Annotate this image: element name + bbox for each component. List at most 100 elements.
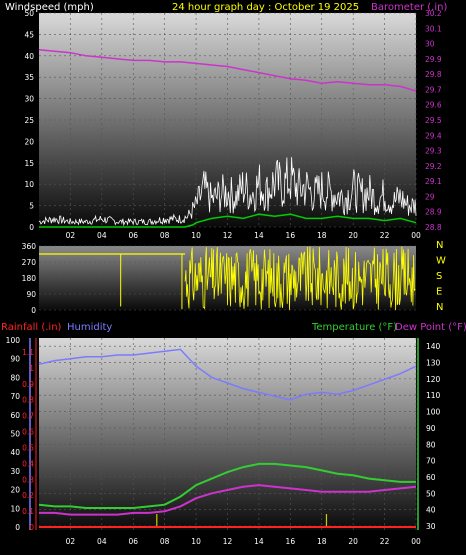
x-tick-label: 16 (286, 231, 296, 240)
rain-tick-label: 0.1 (22, 507, 34, 516)
baro-tick-label: 29.3 (425, 147, 442, 156)
baro-tick-label: 28.9 (425, 208, 442, 217)
wind-x-axis: 02 04 06 08 10 12 14 16 18 20 22 00 (66, 231, 421, 240)
temperature-series (38, 462, 416, 509)
wind-average-series (39, 213, 417, 228)
dewpoint-series (39, 484, 417, 516)
rain-tick-label: 0.8 (22, 396, 34, 405)
humidity-tick-label: 20 (10, 486, 20, 495)
temperature-tick-label: 60 (426, 473, 436, 482)
temperature-tick-label: 40 (426, 506, 436, 515)
temperature-tick-label: 130 (426, 359, 441, 368)
rain-tick-label: 0.2 (22, 491, 34, 500)
x-tick-label: 20 (348, 231, 358, 240)
wind-y-axis: 0 5 10 15 20 25 30 35 40 45 50 (24, 9, 34, 232)
humidity-y-axis: 0 10 20 30 40 50 60 70 80 90 100 (6, 336, 21, 532)
x-tick-label: 06 (128, 537, 138, 546)
wind-tick-label: 50 (24, 9, 34, 18)
direction-tick-label: 270 (22, 258, 37, 267)
humidity-axis-label: Humidity (67, 322, 112, 333)
barometer-series (38, 48, 417, 92)
wind-gust-series (38, 157, 417, 227)
humidity-tick-label: 50 (10, 430, 20, 439)
temperature-x-axis: 02 04 06 08 10 12 14 16 18 20 22 00 (66, 537, 421, 546)
x-tick-label: 04 (97, 537, 107, 546)
direction-tick-label: 180 (22, 274, 37, 283)
x-tick-label: 02 (66, 537, 76, 546)
temperature-tick-label: 30 (426, 522, 436, 531)
temperature-y-axis: 30 40 50 60 70 80 90 100 110 120 130 140 (426, 342, 441, 531)
graph-title: 24 hour graph day : October 19 2025 (172, 2, 359, 13)
wind-tick-label: 30 (24, 95, 34, 104)
x-tick-label: 12 (223, 231, 233, 240)
humidity-tick-label: 40 (10, 448, 20, 457)
wind-gust-line (38, 157, 417, 227)
wind-tick-label: 5 (29, 202, 34, 211)
baro-tick-label: 29.6 (425, 101, 442, 110)
x-tick-label: 02 (66, 231, 76, 240)
x-tick-label: 00 (411, 231, 421, 240)
baro-tick-label: 29.7 (425, 85, 442, 94)
compass-label: N (436, 240, 443, 251)
wind-tick-label: 45 (24, 30, 34, 39)
humidity-tick-label: 80 (10, 373, 20, 382)
x-tick-label: 00 (411, 537, 421, 546)
x-tick-label: 08 (160, 231, 170, 240)
baro-tick-label: 29.5 (425, 116, 442, 125)
baro-tick-label: 29.9 (425, 55, 442, 64)
humidity-tick-label: 70 (10, 392, 20, 401)
compass-label: N (436, 302, 443, 313)
x-tick-label: 18 (317, 537, 327, 546)
rain-tick-label: 0.5 (22, 443, 34, 452)
x-tick-label: 14 (254, 231, 264, 240)
baro-tick-label: 29 (425, 192, 435, 201)
temperature-axis-label: Temperature (°F) (311, 322, 397, 333)
wind-direction-series (39, 246, 416, 311)
humidity-tick-label: 60 (10, 411, 20, 420)
compass-label: S (436, 271, 442, 282)
rain-tick-label: 0.3 (22, 475, 34, 484)
rain-y-axis: 0 0.1 0.2 0.3 0.4 0.5 0.6 0.7 0.8 0.9 1 1.1 (22, 348, 34, 532)
wind-tick-label: 15 (24, 159, 34, 168)
humidity-tick-label: 90 (10, 355, 20, 364)
x-tick-label: 14 (254, 537, 264, 546)
wind-tick-label: 20 (24, 137, 34, 146)
baro-tick-label: 29.8 (425, 70, 442, 79)
wind-tick-label: 0 (29, 223, 34, 232)
humidity-series (38, 348, 417, 401)
rain-tick-label: 1 (29, 364, 34, 373)
x-tick-label: 06 (128, 231, 138, 240)
rain-tick-label: 0.4 (22, 459, 34, 468)
baro-tick-label: 29.2 (425, 162, 442, 171)
baro-tick-label: 28.8 (425, 223, 442, 232)
temperature-tick-label: 70 (426, 457, 436, 466)
temperature-panel-grid (39, 338, 417, 530)
temperature-tick-label: 50 (426, 489, 436, 498)
temperature-tick-label: 140 (426, 342, 441, 351)
direction-tick-label: 90 (26, 290, 36, 299)
rain-tick-label: 0.9 (22, 380, 34, 389)
x-tick-label: 18 (317, 231, 327, 240)
direction-y-axis: 0 90 180 270 360 (22, 242, 37, 315)
x-tick-label: 10 (191, 231, 201, 240)
humidity-tick-label: 100 (6, 336, 21, 345)
temperature-tick-label: 90 (426, 424, 436, 433)
baro-tick-label: 30.1 (425, 24, 442, 33)
direction-tick-label: 0 (31, 306, 36, 315)
x-tick-label: 04 (97, 231, 107, 240)
rain-bars (156, 514, 328, 528)
wind-tick-label: 40 (24, 52, 34, 61)
baro-tick-label: 29.4 (425, 131, 442, 140)
wind-panel-grid (39, 12, 417, 228)
wind-tick-label: 25 (24, 116, 34, 125)
x-tick-label: 16 (286, 537, 296, 546)
compass-label: W (436, 256, 446, 267)
wind-tick-label: 35 (24, 73, 34, 82)
direction-tick-label: 360 (22, 242, 37, 251)
x-tick-label: 22 (380, 537, 390, 546)
baro-y-axis: 28.8 28.9 29 29.1 29.2 29.3 29.4 29.5 29.6 29.7 29… (425, 9, 442, 232)
rain-tick-label: 0.6 (22, 428, 34, 437)
rain-tick-label: 0 (29, 523, 34, 532)
